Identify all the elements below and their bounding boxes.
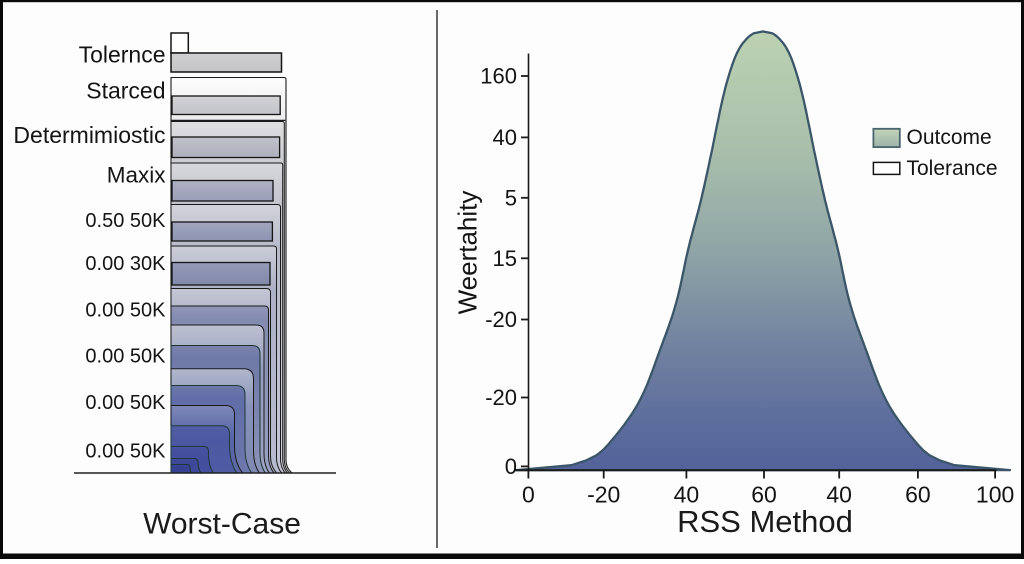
svg-text:40: 40 <box>674 482 700 508</box>
svg-text:15: 15 <box>493 246 517 271</box>
svg-text:0.00 50K: 0.00 50K <box>85 300 166 322</box>
svg-text:5: 5 <box>505 185 517 210</box>
svg-text:Weertahity: Weertahity <box>453 191 483 315</box>
svg-text:Determimiostic: Determimiostic <box>13 122 165 148</box>
svg-text:160: 160 <box>480 64 517 89</box>
svg-text:Tolerance: Tolerance <box>907 157 998 180</box>
svg-text:0.00 50K: 0.00 50K <box>85 346 166 368</box>
svg-text:0: 0 <box>505 454 517 479</box>
svg-text:0.00 50K: 0.00 50K <box>85 392 166 414</box>
svg-text:Tolernce: Tolernce <box>79 42 166 68</box>
svg-text:Worst-Case: Worst-Case <box>143 508 301 541</box>
svg-text:-20: -20 <box>587 482 620 508</box>
svg-text:-20: -20 <box>485 307 517 332</box>
svg-text:Outcome: Outcome <box>907 126 992 149</box>
svg-text:100: 100 <box>976 482 1014 508</box>
svg-text:0.50 50K: 0.50 50K <box>85 210 166 232</box>
svg-text:60: 60 <box>751 482 777 508</box>
svg-text:0: 0 <box>522 482 535 508</box>
svg-text:-20: -20 <box>485 385 517 410</box>
svg-text:40: 40 <box>493 125 517 150</box>
svg-text:40: 40 <box>826 482 852 508</box>
svg-text:0.00 30K: 0.00 30K <box>85 253 166 275</box>
svg-text:0.00 50K: 0.00 50K <box>85 441 166 463</box>
svg-text:RSS Method: RSS Method <box>677 504 853 539</box>
svg-text:Maxix: Maxix <box>107 163 167 188</box>
svg-text:Starced: Starced <box>86 78 165 104</box>
svg-text:60: 60 <box>905 482 931 508</box>
